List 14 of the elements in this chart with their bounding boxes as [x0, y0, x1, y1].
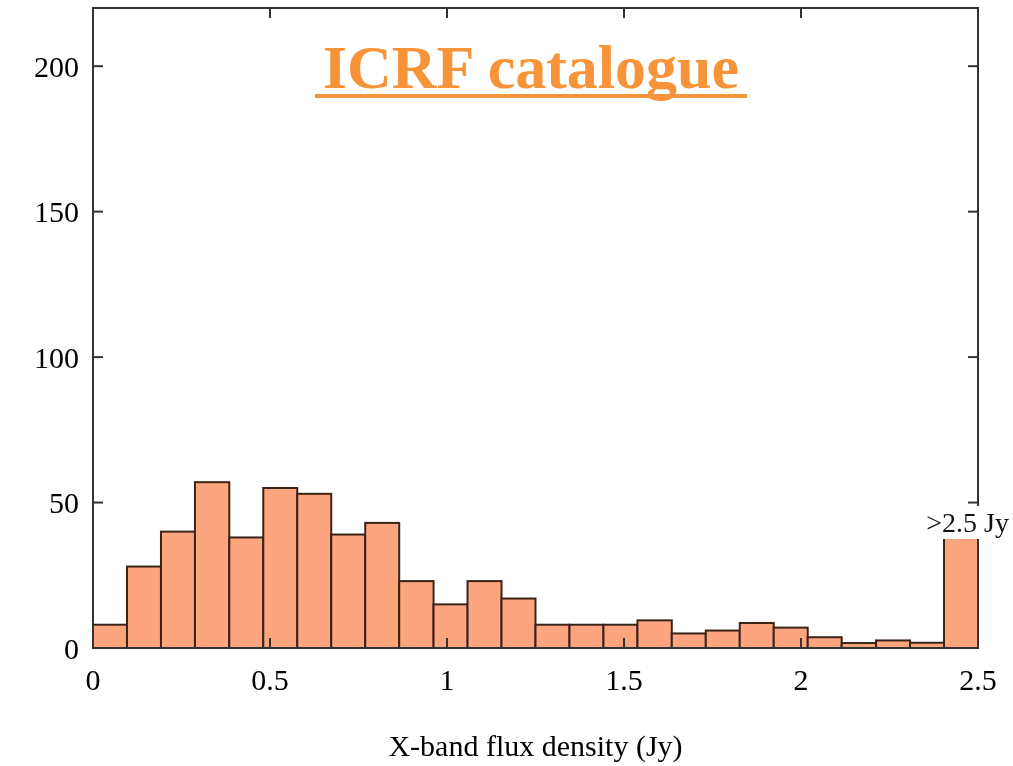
x-tick-label: 2.5: [959, 663, 997, 696]
y-tick-label: 50: [49, 486, 79, 520]
y-tick-label: 200: [34, 49, 79, 83]
x-tick-label: 2: [793, 663, 809, 696]
x-tick-label: 1: [439, 663, 455, 696]
x-tick-label: 0.5: [251, 663, 289, 696]
annotation: >2.5 Jy: [926, 507, 1009, 538]
x-tick-label: 0: [85, 663, 101, 696]
x-tick-label: 1.5: [605, 663, 643, 696]
y-tick-label: 150: [34, 195, 79, 229]
chart-title: ICRF catalogue: [322, 33, 740, 101]
x-axis-title: X-band flux density (Jy): [388, 729, 683, 763]
y-tick-label: 0: [64, 631, 79, 665]
y-tick-label: 100: [34, 340, 79, 374]
